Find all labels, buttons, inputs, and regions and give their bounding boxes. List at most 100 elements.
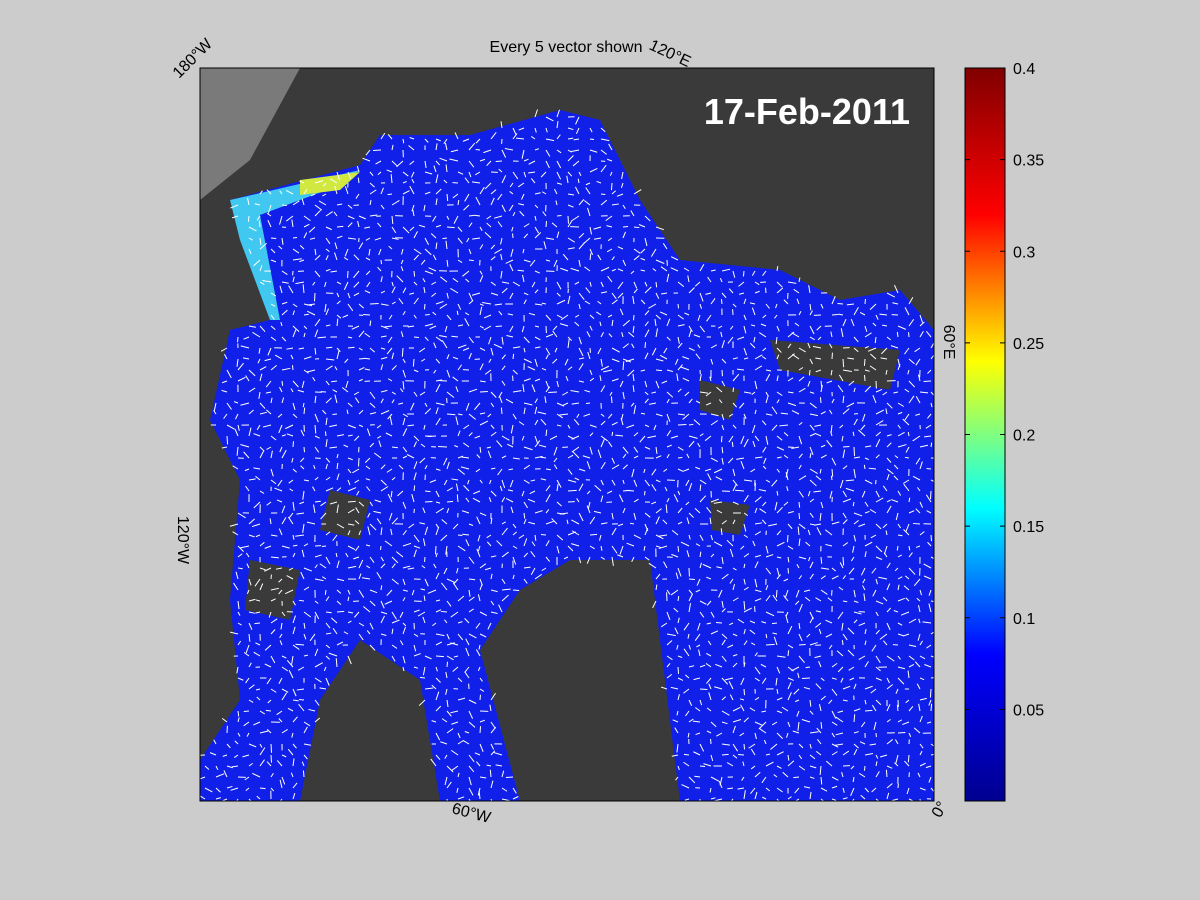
vector	[765, 303, 770, 309]
vector	[336, 434, 345, 437]
vector	[391, 446, 398, 449]
vector	[358, 622, 365, 627]
vector	[903, 483, 910, 492]
vector	[928, 776, 932, 783]
vector	[314, 500, 321, 503]
vector	[397, 490, 404, 497]
vector	[732, 424, 737, 429]
vector	[710, 358, 714, 365]
vector	[839, 479, 844, 489]
vector	[391, 517, 399, 525]
vector	[286, 659, 294, 668]
vector	[677, 694, 680, 701]
vector	[586, 556, 591, 564]
vector	[721, 520, 727, 525]
vector	[432, 254, 437, 261]
vector	[894, 739, 899, 745]
vector	[721, 655, 727, 662]
vector	[479, 420, 489, 426]
vector	[324, 303, 327, 313]
vector	[267, 204, 272, 214]
vector	[861, 413, 866, 422]
vector	[391, 199, 400, 206]
vector	[919, 589, 922, 596]
vectors	[200, 109, 934, 801]
vector	[512, 457, 520, 460]
vector	[297, 666, 305, 671]
vector	[303, 189, 308, 195]
vector	[677, 507, 683, 514]
vector	[406, 454, 415, 459]
vector	[670, 686, 679, 690]
vector	[556, 299, 566, 305]
vector	[611, 347, 620, 353]
vector	[413, 248, 422, 255]
vector	[226, 435, 229, 445]
vector	[754, 721, 763, 726]
vector	[281, 434, 286, 437]
vector	[534, 148, 540, 151]
vector	[578, 363, 584, 371]
vector	[417, 611, 426, 617]
vector	[446, 781, 452, 789]
vector	[666, 430, 672, 437]
vector	[897, 633, 905, 637]
vector	[648, 562, 657, 569]
vector	[600, 545, 603, 551]
vector	[863, 358, 866, 366]
vector	[413, 545, 421, 549]
vector	[445, 164, 448, 173]
vector	[215, 765, 219, 771]
vector	[721, 340, 725, 349]
vector	[853, 347, 859, 353]
vector	[446, 798, 448, 801]
vector	[758, 488, 767, 492]
vector	[457, 468, 465, 475]
vector	[467, 479, 470, 485]
vector	[798, 765, 806, 771]
vector	[464, 318, 470, 327]
vector	[556, 380, 559, 388]
vector	[927, 541, 932, 547]
vector	[258, 220, 261, 228]
vector	[476, 516, 481, 525]
vector	[475, 171, 481, 176]
vector	[754, 598, 762, 602]
vector	[706, 576, 712, 580]
vector	[523, 347, 526, 353]
vector	[908, 552, 913, 558]
vector	[617, 554, 624, 558]
vector	[776, 688, 779, 694]
vector	[265, 709, 272, 712]
vector	[895, 688, 899, 694]
vector	[312, 504, 316, 514]
vector	[776, 751, 784, 756]
vector	[240, 402, 250, 406]
vector	[695, 400, 701, 404]
vector	[731, 441, 734, 448]
vector	[236, 798, 239, 801]
vector	[270, 743, 273, 753]
vector	[842, 787, 845, 793]
vector	[743, 479, 753, 482]
vector	[298, 347, 305, 350]
vector	[501, 588, 511, 591]
vector	[607, 314, 613, 318]
vector	[556, 182, 562, 185]
vector	[391, 160, 399, 167]
vector	[493, 751, 503, 756]
vector	[673, 607, 679, 613]
vector	[837, 384, 844, 393]
vector	[544, 396, 547, 404]
vector	[706, 622, 712, 625]
vector	[259, 747, 266, 756]
vector	[402, 455, 408, 459]
vector	[465, 539, 470, 547]
vector	[336, 235, 343, 239]
vector	[930, 402, 933, 408]
vector	[387, 134, 393, 140]
vector	[281, 301, 288, 305]
vector	[841, 435, 844, 442]
vector	[710, 457, 718, 463]
vector	[314, 413, 319, 423]
